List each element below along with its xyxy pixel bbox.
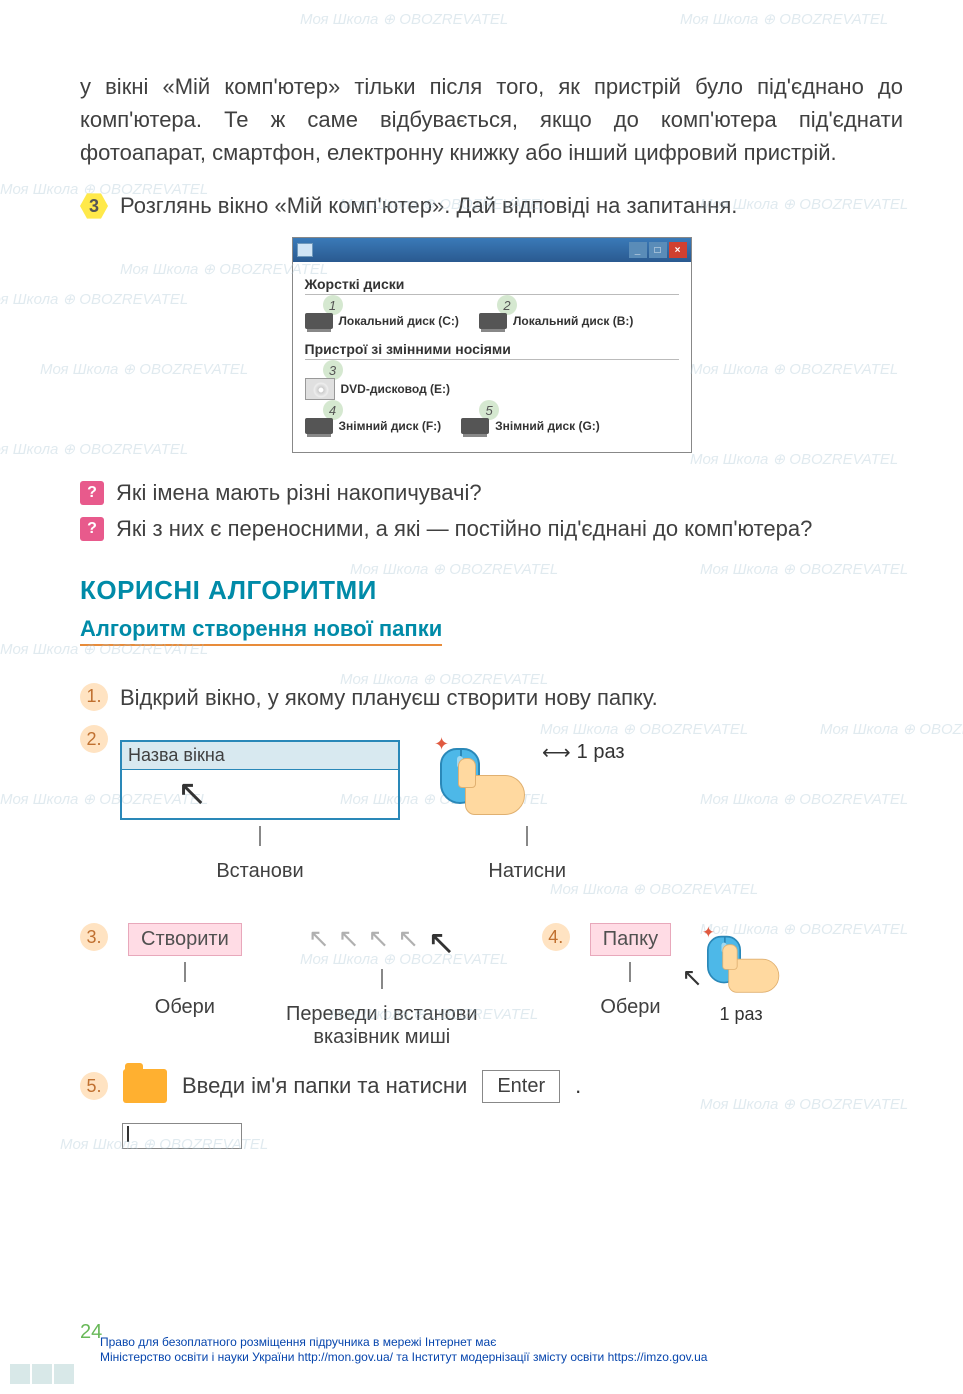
drive-marker-2: 2 (497, 295, 517, 315)
task-3: 3 Розглянь вікно «Мій комп'ютер». Дай ві… (80, 189, 903, 222)
drive-c[interactable]: 1 Локальний диск (C:) (305, 313, 459, 329)
window-icon (297, 243, 313, 257)
step3-caption: Обери (155, 996, 215, 1019)
removable-icon (461, 418, 489, 434)
window-name-box: Назва вікна ↖ (120, 740, 400, 820)
dvd-icon (305, 378, 335, 400)
step-num-2: 2. (80, 725, 108, 753)
my-computer-window: _ □ × Жорсткі диски 1 Локальний диск (C:… (292, 237, 692, 453)
step-1: 1. Відкрий вікно, у якому плануєш створи… (80, 683, 903, 714)
step-2: 2. Назва вікна ↖ Встанови ✦ ⟷1 раз (80, 725, 903, 898)
section-heading: КОРИСНІ АЛГОРИТМИ (80, 575, 903, 606)
question-badge: ? (80, 481, 104, 505)
click-once-label-2: 1 раз (720, 1004, 763, 1025)
drive-marker-4: 4 (323, 400, 343, 420)
drive-dvd[interactable]: 3 DVD-дисковод (E:) (305, 378, 451, 400)
drive-marker-5: 5 (479, 400, 499, 420)
step2-caption-set: Встанови (216, 860, 303, 883)
folder-icon (123, 1069, 167, 1103)
click-once-label: ⟷1 раз (542, 740, 625, 765)
close-button[interactable]: × (669, 242, 687, 258)
drive-f[interactable]: 4 Знімний диск (F:) (305, 418, 442, 434)
folder-box: Папку (590, 923, 671, 956)
drive-b[interactable]: 2 Локальний диск (B:) (479, 313, 633, 329)
question-2: ? Які з них є переносними, а які — пості… (80, 514, 903, 545)
window-titlebar: _ □ × (293, 238, 691, 262)
step3-caption2: Переведи і встанови вказівник миші (272, 1003, 492, 1049)
minimize-button[interactable]: _ (629, 242, 647, 258)
page-number: 24 (80, 1321, 102, 1344)
hdd-icon (479, 313, 507, 329)
question-1-text: Які імена мають різні накопичувачі? (116, 478, 482, 509)
step-num-4: 4. (542, 923, 570, 951)
drive-g[interactable]: 5 Знімний диск (G:) (461, 418, 600, 434)
question-1: ? Які імена мають різні накопичувачі? (80, 478, 903, 509)
create-box: Створити (128, 923, 242, 956)
footer-text: Право для безоплатного розміщення підруч… (100, 1335, 933, 1366)
step-num-5: 5. (80, 1072, 108, 1100)
enter-key: Enter (482, 1070, 560, 1103)
question-2-text: Які з них є переносними, а які — постійн… (116, 514, 812, 545)
question-badge: ? (80, 517, 104, 541)
drive-c-label: Локальний диск (C:) (339, 314, 459, 328)
mouse-hand-icon: ✦ ↖ (699, 929, 784, 997)
mouse-hand-icon: ✦ (430, 740, 530, 820)
cursor-icon: ↖ (177, 772, 207, 814)
drive-b-label: Локальний диск (B:) (513, 314, 633, 328)
sub-heading: Алгоритм створення нової папки (80, 616, 442, 646)
removable-header: Пристрої зі змінними носіями (305, 341, 679, 360)
drive-g-label: Знімний диск (G:) (495, 419, 600, 433)
cursor-trail: ↖↖↖↖↖ (308, 923, 456, 963)
decorative-squares (10, 1364, 74, 1384)
task-badge-3: 3 (80, 192, 108, 220)
hdd-icon (305, 313, 333, 329)
step-num-1: 1. (80, 683, 108, 711)
removable-icon (305, 418, 333, 434)
intro-paragraph: у вікні «Мій комп'ютер» тільки після тог… (80, 70, 903, 169)
folder-name-input[interactable] (122, 1123, 242, 1149)
window-name-title: Назва вікна (122, 742, 398, 770)
drive-marker-1: 1 (323, 295, 343, 315)
drive-marker-3: 3 (323, 360, 343, 380)
step4-caption: Обери (600, 996, 660, 1019)
step-5: 5. Введи ім'я папки та натисни Enter . (80, 1069, 903, 1103)
hard-disks-header: Жорсткі диски (305, 276, 679, 295)
step-5-text: Введи ім'я папки та натисни (182, 1071, 467, 1102)
drive-f-label: Знімний диск (F:) (339, 419, 442, 433)
maximize-button[interactable]: □ (649, 242, 667, 258)
step-num-3: 3. (80, 923, 108, 951)
drive-dvd-label: DVD-дисковод (E:) (341, 382, 451, 396)
step-1-text: Відкрий вікно, у якому плануєш створити … (120, 683, 658, 714)
task-3-text: Розглянь вікно «Мій комп'ютер». Дай відп… (120, 189, 737, 222)
step2-caption-press: Натисни (488, 860, 566, 883)
steps-3-4-row: 3. Створити Обери ↖↖↖↖↖ Переведи і встан… (80, 923, 903, 1049)
